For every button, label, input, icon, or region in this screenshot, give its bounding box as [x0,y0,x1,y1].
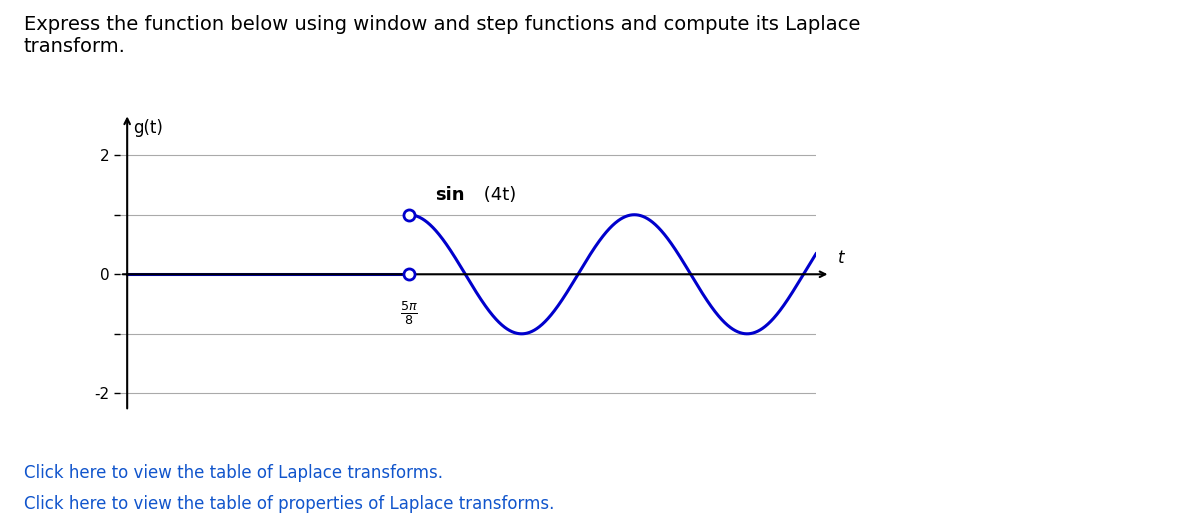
Text: g(t): g(t) [133,120,163,137]
Text: Click here to view the table of Laplace transforms.: Click here to view the table of Laplace … [24,464,443,482]
Text: $\frac{5\pi}{8}$: $\frac{5\pi}{8}$ [400,299,418,327]
Text: t: t [838,249,844,267]
Text: Click here to view the table of properties of Laplace transforms.: Click here to view the table of properti… [24,495,554,513]
Text: sin: sin [434,186,464,204]
Text: Express the function below using window and step functions and compute its Lapla: Express the function below using window … [24,15,860,56]
Text: (4t): (4t) [478,186,516,204]
